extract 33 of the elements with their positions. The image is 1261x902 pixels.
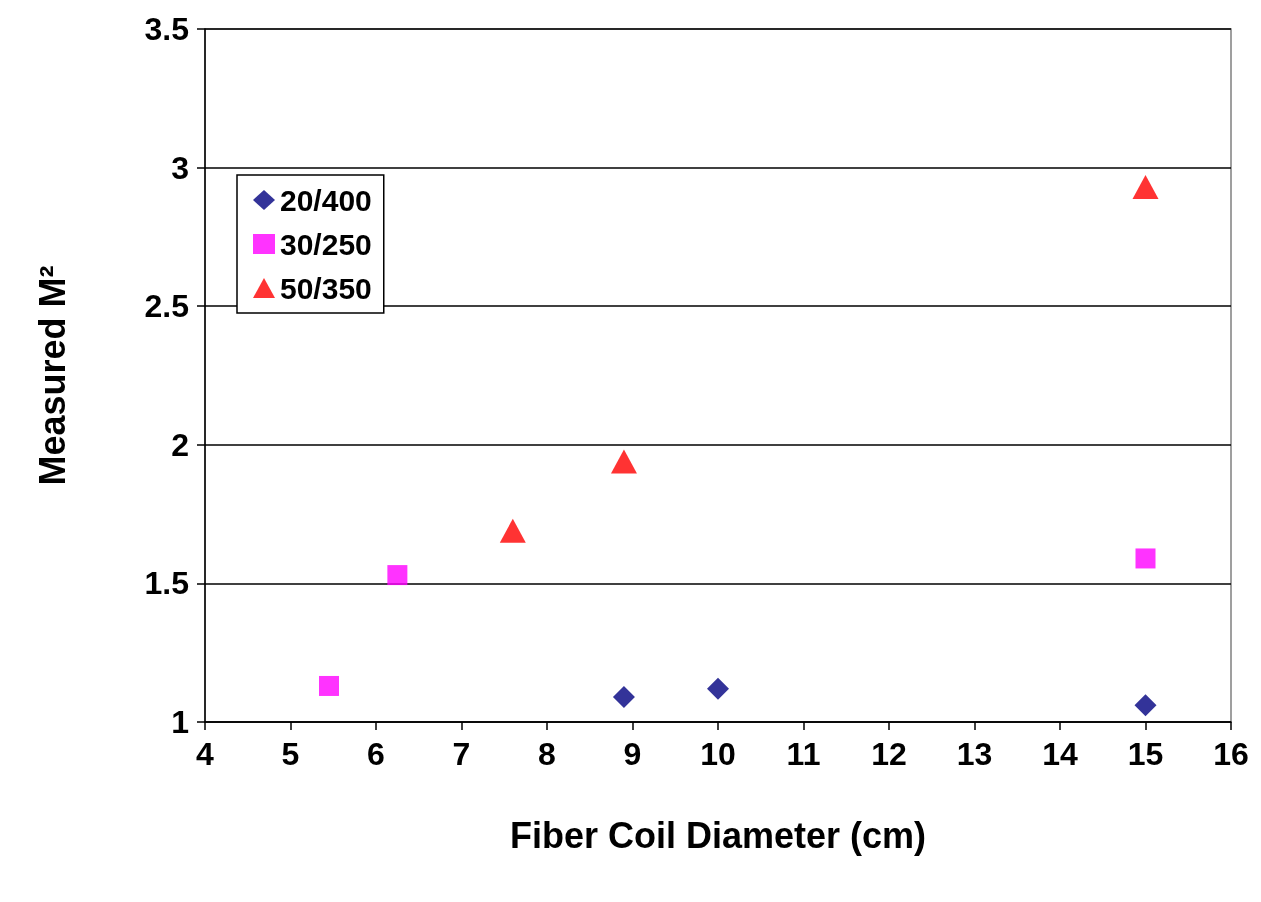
y-tick-label: 1.5 [144, 565, 189, 602]
point [387, 565, 408, 586]
point [707, 677, 729, 700]
y-tick-label: 3 [171, 149, 189, 186]
y-tick-label: 2.5 [144, 288, 189, 325]
x-tick-label: 14 [1042, 736, 1078, 772]
point [610, 449, 637, 474]
x-tick-label: 12 [871, 736, 907, 772]
x-tick-label: 15 [1127, 736, 1164, 772]
y-tick-label: 2 [171, 426, 189, 463]
x-tick-label: 6 [367, 736, 385, 772]
legend-label: 50/350 [280, 271, 372, 305]
point [1135, 548, 1156, 569]
x-tick-label: 10 [700, 736, 736, 772]
x-tick-label: 4 [196, 736, 215, 772]
legend-label: 20/400 [280, 183, 372, 217]
y-tick-label: 1 [171, 704, 189, 740]
x-tick-label: 8 [538, 736, 556, 772]
x-tick-label: 13 [956, 736, 993, 772]
x-tick-label: 9 [623, 736, 642, 772]
x-tick-label: 16 [1213, 736, 1249, 772]
y-tick-label: 3.5 [144, 11, 189, 47]
point [1134, 694, 1157, 717]
point [318, 675, 339, 696]
legend-label: 30/250 [280, 227, 372, 261]
x-tick-label: 11 [786, 736, 821, 772]
y-axis-title: Measured M² [31, 265, 73, 486]
point [1132, 175, 1159, 199]
x-tick-label: 7 [452, 736, 471, 772]
point [499, 518, 526, 543]
x-axis-title: Fiber Coil Diameter (cm) [509, 814, 927, 856]
x-tick-label: 5 [281, 736, 300, 772]
point [612, 686, 635, 709]
